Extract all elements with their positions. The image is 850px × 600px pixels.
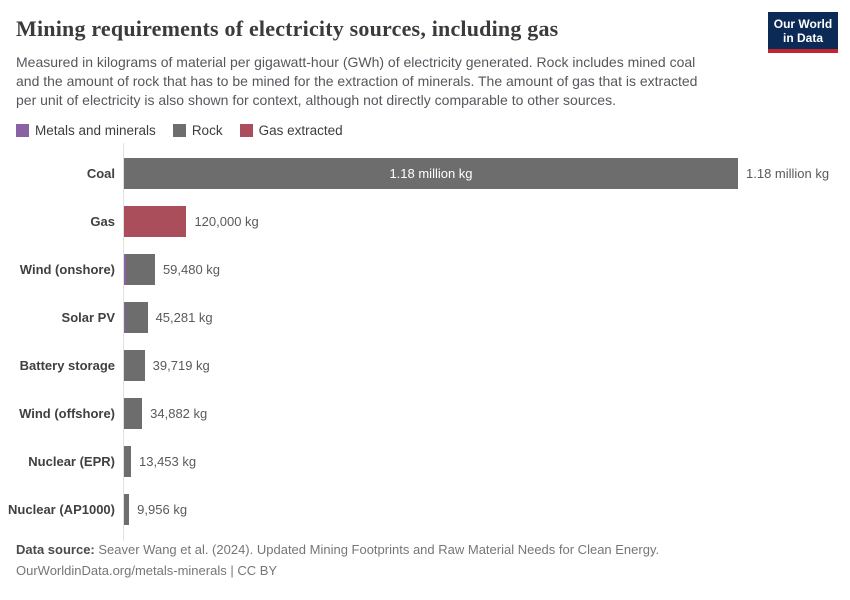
chart-footer: Data source: Seaver Wang et al. (2024). …: [16, 539, 834, 581]
chart-row-wind-onshore: Wind (onshore) 59,480 kg: [20, 245, 850, 293]
bar-solar-pv[interactable]: [124, 301, 148, 333]
subtitle-line: Measured in kilograms of material per gi…: [16, 54, 696, 70]
chart-row-nuclear-epr: Nuclear (EPR) 13,453 kg: [28, 437, 850, 485]
chart-row-battery-storage: Battery storage 39,719 kg: [20, 341, 850, 389]
bar-segment-rock: 1.18 million kg: [124, 157, 738, 189]
bar-value-label: 120,000 kg: [194, 213, 259, 229]
category-label: Wind (onshore): [19, 261, 115, 277]
subtitle-line: and the amount of rock that has to be mi…: [16, 73, 698, 89]
legend-item-metals-and-minerals[interactable]: Metals and minerals: [16, 123, 156, 138]
bar-segment-rock: [124, 493, 130, 525]
bar-segment-rock: [124, 445, 131, 477]
chart-subtitle: Measured in kilograms of material per gi…: [16, 53, 834, 110]
bar-coal[interactable]: 1.18 million kg: [124, 157, 738, 189]
bar-segment-metals-and-minerals: [124, 301, 125, 333]
legend-swatch-metals-and-minerals: [16, 124, 29, 137]
subtitle-line: per unit of electricity is also shown fo…: [16, 92, 616, 108]
bar-value-label: 59,480 kg: [162, 261, 221, 277]
bar-value-label: 39,719 kg: [152, 357, 210, 373]
bar-inside-label: 1.18 million kg: [389, 165, 473, 181]
category-label: Nuclear (AP1000): [8, 501, 115, 517]
owid-logo[interactable]: Our World in Data: [768, 12, 838, 53]
category-label: Solar PV: [61, 309, 115, 325]
bar-nuclear-epr[interactable]: [124, 445, 131, 477]
bar-value-label: 34,882 kg: [150, 405, 208, 421]
bar-value-label: 9,956 kg: [137, 501, 188, 517]
bar-value-label: 45,281 kg: [155, 309, 213, 325]
legend-item-rock[interactable]: Rock: [172, 123, 223, 138]
datasource-text: Seaver Wang et al. (2024). Updated Minin…: [98, 542, 660, 557]
chart-row-coal: Coal 1.18 million kg 1.18 million kg: [87, 149, 850, 197]
bar-wind-offshore[interactable]: [124, 397, 143, 429]
chart-row-wind-offshore: Wind (offshore) 34,882 kg: [19, 389, 850, 437]
chart-row-gas: Gas 120,000 kg: [90, 197, 850, 245]
bar-wind-onshore[interactable]: [124, 253, 155, 285]
chart-row-nuclear-ap1000: Nuclear (AP1000) 9,956 kg: [8, 485, 850, 533]
bar-segment-rock: [124, 349, 145, 381]
bar-nuclear-ap1000[interactable]: [124, 493, 130, 525]
bar-value-label: 1.18 million kg: [746, 165, 830, 181]
bar-segment-rock: [125, 253, 155, 285]
owid-logo-line1: Our World: [773, 17, 833, 31]
bar-value-label: 13,453 kg: [139, 453, 197, 469]
page-title: Mining requirements of electricity sourc…: [16, 16, 559, 41]
owid-logo-line2: in Data: [782, 31, 823, 45]
bar-battery-storage[interactable]: [124, 349, 145, 381]
legend-swatch-gas-extracted: [239, 124, 253, 137]
legend-label: Gas extracted: [258, 123, 343, 138]
bar-gas[interactable]: [124, 205, 187, 237]
chart-legend: Metals and minerals Rock Gas extracted: [16, 123, 834, 138]
chart-row-solar-pv: Solar PV 45,281 kg: [62, 293, 850, 341]
license-line: OurWorldinData.org/metals-minerals | CC …: [16, 563, 278, 578]
bar-segment-rock: [124, 397, 143, 429]
category-label: Coal: [86, 165, 115, 181]
legend-item-gas-extracted[interactable]: Gas extracted: [239, 123, 343, 138]
category-label: Wind (offshore): [19, 405, 115, 421]
datasource-label: Data source:: [16, 542, 95, 557]
bar-segment-gas-extracted: [124, 205, 187, 237]
legend-label: Rock: [191, 123, 223, 138]
category-label: Battery storage: [19, 357, 115, 373]
bar-segment-metals-and-minerals: [124, 253, 126, 285]
legend-label: Metals and minerals: [35, 123, 156, 138]
bar-segment-rock: [125, 301, 148, 333]
datasource-line: Data source: Seaver Wang et al. (2024). …: [16, 539, 834, 560]
legend-swatch-rock: [172, 124, 186, 137]
category-label: Nuclear (EPR): [28, 453, 115, 469]
chart-rows: Coal 1.18 million kg 1.18 million kg Gas 120…: [8, 143, 850, 541]
category-label: Gas: [90, 213, 115, 229]
